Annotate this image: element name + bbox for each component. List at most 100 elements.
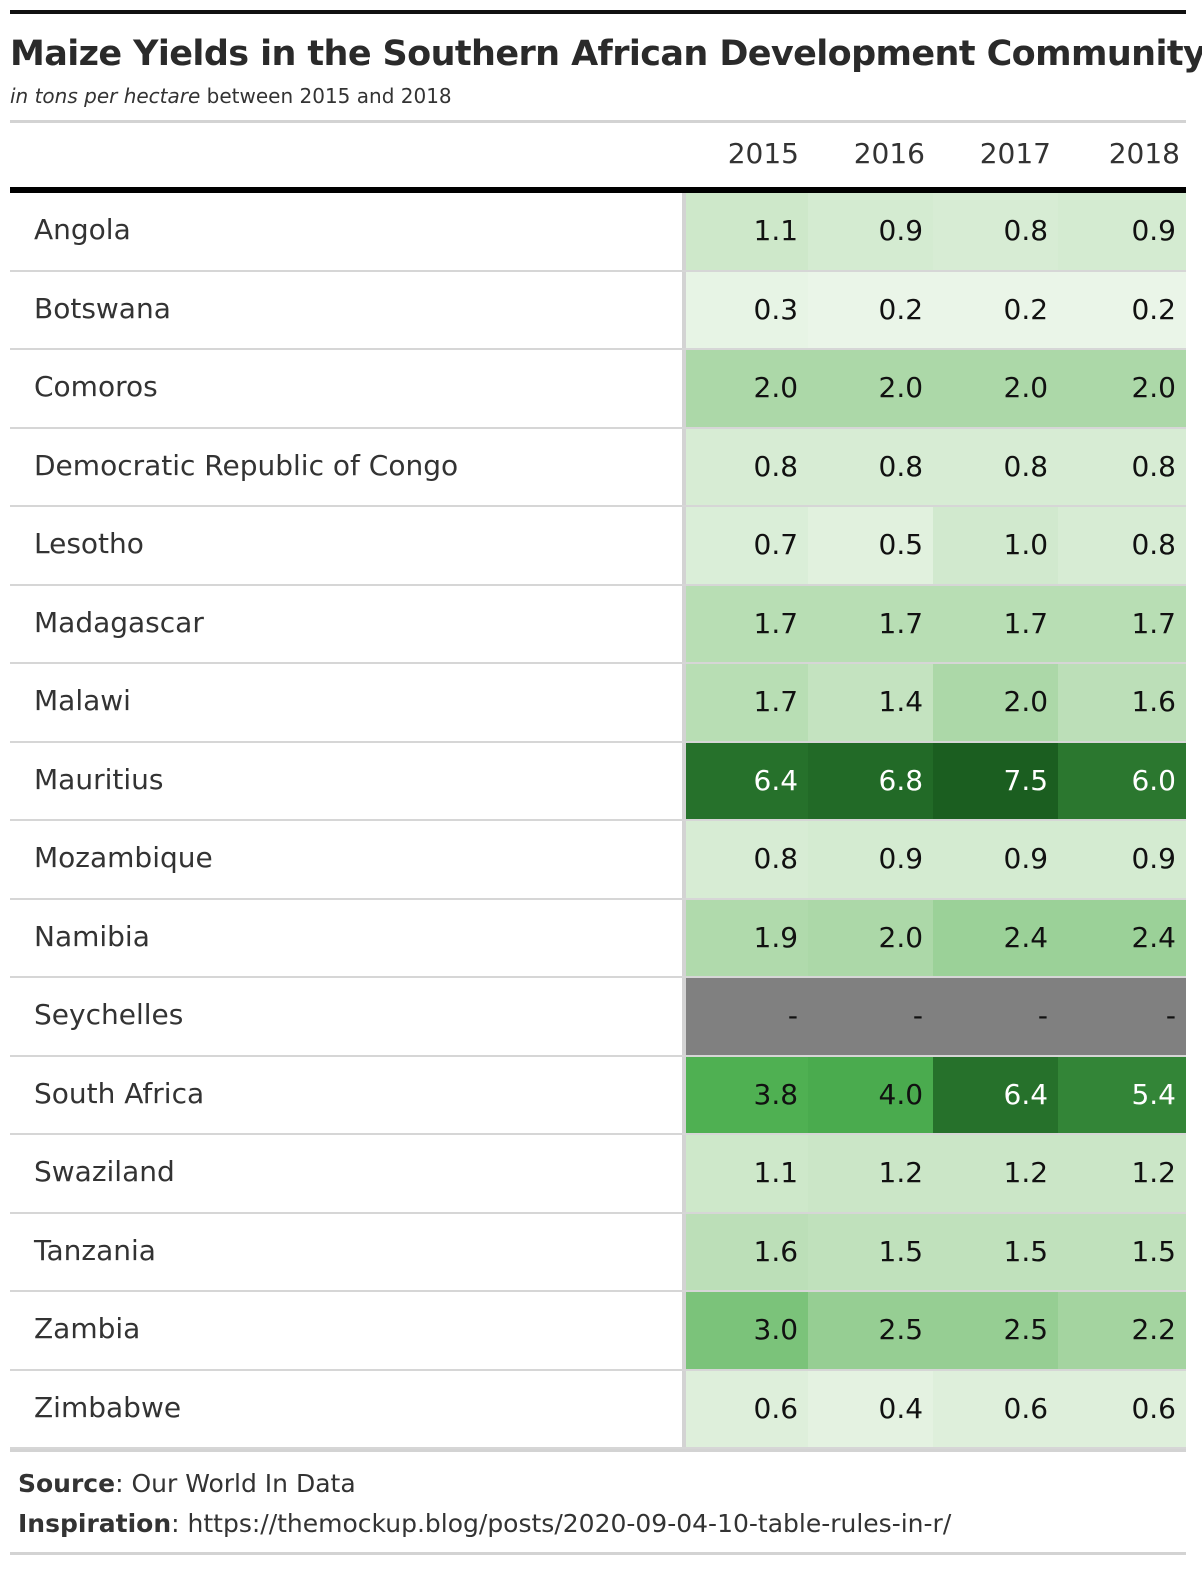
row-cells: 1.7 1.7 1.7 1.7	[682, 585, 1186, 662]
value-cell: 2.4	[933, 899, 1059, 976]
row-label: Namibia	[34, 919, 150, 953]
value-cell: 4.0	[808, 1056, 934, 1133]
value-cell: 0.9	[808, 821, 934, 898]
row-cells: 1.6 1.5 1.5 1.5	[682, 1213, 1186, 1290]
value-cell: 0.8	[686, 428, 809, 505]
table-row: Angola 1.1 0.9 0.8 0.9	[10, 193, 1186, 272]
table-subtitle: in tons per hectare between 2015 and 201…	[10, 82, 1186, 110]
value-cell: -	[686, 978, 809, 1055]
row-label: Swaziland	[34, 1155, 175, 1188]
row-label: Tanzania	[34, 1233, 156, 1267]
value-cell: 1.2	[808, 1135, 934, 1212]
subtitle-italic: in tons per hectare	[10, 84, 201, 108]
value-cell: 1.0	[933, 507, 1059, 584]
value-cell: 0.9	[933, 821, 1059, 898]
value-cell: 0.8	[808, 428, 934, 505]
value-cell: 2.5	[808, 1292, 934, 1369]
row-label: Botswana	[34, 291, 171, 325]
value-cell: 1.6	[1058, 664, 1186, 741]
value-cell: 0.8	[933, 193, 1059, 270]
table-row: Lesotho 0.7 0.5 1.0 0.8	[10, 507, 1186, 586]
row-label: Democratic Republic of Congo	[34, 448, 459, 482]
value-cell: 1.5	[808, 1213, 934, 1290]
table-row: Zambia 3.0 2.5 2.5 2.2	[10, 1292, 1186, 1371]
table-row: Botswana 0.3 0.2 0.2 0.2	[10, 271, 1186, 350]
column-header-2017: 2017	[979, 137, 1051, 170]
row-label: Seychelles	[34, 998, 184, 1031]
value-cell: 0.6	[933, 1370, 1059, 1447]
value-cell: -	[1058, 978, 1186, 1055]
row-cells: 0.8 0.8 0.8 0.8	[682, 428, 1186, 505]
value-cell: 2.4	[1058, 899, 1186, 976]
table-title: Maize Yields in the Southern African Dev…	[10, 34, 1202, 74]
value-cell: -	[808, 978, 934, 1055]
row-cells: 1.7 1.4 2.0 1.6	[682, 664, 1186, 741]
row-label: Mozambique	[34, 841, 213, 874]
value-cell: 1.5	[1058, 1213, 1186, 1290]
row-cells: 1.1 0.9 0.8 0.9	[682, 193, 1186, 270]
value-cell: 3.8	[686, 1056, 809, 1133]
value-cell: 2.0	[808, 350, 934, 427]
value-cell: 2.0	[808, 899, 934, 976]
row-cells: 1.1 1.2 1.2 1.2	[682, 1135, 1186, 1212]
value-cell: 0.6	[686, 1370, 809, 1447]
row-cells: 0.8 0.9 0.9 0.9	[682, 821, 1186, 898]
value-cell: 0.8	[686, 821, 809, 898]
subtitle-rule	[10, 120, 1186, 123]
column-header-2018: 2018	[1108, 137, 1180, 170]
row-cells: 2.0 2.0 2.0 2.0	[682, 350, 1186, 427]
value-cell: 1.2	[933, 1135, 1059, 1212]
value-cell: 0.4	[808, 1370, 934, 1447]
value-cell: 0.2	[933, 271, 1059, 348]
value-cell: 1.2	[1058, 1135, 1186, 1212]
row-cells: 3.0 2.5 2.5 2.2	[682, 1292, 1186, 1369]
value-cell: 0.5	[808, 507, 934, 584]
value-cell: 6.4	[686, 742, 809, 819]
value-cell: 1.4	[808, 664, 934, 741]
value-cell: 0.9	[1058, 193, 1186, 270]
value-cell: 2.0	[933, 350, 1059, 427]
table-row: Namibia 1.9 2.0 2.4 2.4	[10, 899, 1186, 978]
value-cell: 0.6	[1058, 1370, 1186, 1447]
value-cell: 1.7	[1058, 585, 1186, 662]
table-row: Seychelles - - - -	[10, 978, 1186, 1057]
value-cell: 6.0	[1058, 742, 1186, 819]
value-cell: 6.4	[933, 1056, 1059, 1133]
value-cell: 0.3	[686, 271, 809, 348]
table-row: Democratic Republic of Congo 0.8 0.8 0.8 0.8	[10, 428, 1186, 507]
row-cells: 6.4 6.8 7.5 6.0	[682, 742, 1186, 819]
table-row: Madagascar 1.7 1.7 1.7 1.7	[10, 585, 1186, 664]
value-cell: 0.2	[1058, 271, 1186, 348]
value-cell: 2.0	[686, 350, 809, 427]
row-cells: 0.3 0.2 0.2 0.2	[682, 271, 1186, 348]
top-rule	[10, 10, 1186, 14]
column-header-row: 2015 2016 2017 2018	[10, 123, 1186, 187]
row-label: Zambia	[34, 1312, 141, 1345]
value-cell: 1.1	[686, 193, 809, 270]
row-cells: 3.8 4.0 6.4 5.4	[682, 1056, 1186, 1133]
table-body: Angola 1.1 0.9 0.8 0.9 Botswana 0.3 0.2 0.2 0.2 Co…	[10, 193, 1186, 1449]
value-cell: 0.8	[933, 428, 1059, 505]
bottom-rule	[10, 1449, 1186, 1452]
table-figure: Maize Yields in the Southern African Dev…	[10, 10, 1202, 1555]
value-cell: 2.5	[933, 1292, 1059, 1369]
footer-rule	[10, 1552, 1186, 1555]
table-row: Swaziland 1.1 1.2 1.2 1.2	[10, 1135, 1186, 1214]
table-row: Comoros 2.0 2.0 2.0 2.0	[10, 350, 1186, 429]
row-label: Madagascar	[34, 605, 204, 639]
table-row: Mozambique 0.8 0.9 0.9 0.9	[10, 821, 1186, 900]
value-cell: 0.9	[1058, 821, 1186, 898]
row-label: South Africa	[34, 1076, 205, 1110]
value-cell: 3.0	[686, 1292, 809, 1369]
value-cell: 0.8	[1058, 507, 1186, 584]
row-label: Comoros	[34, 370, 158, 403]
value-cell: 1.7	[686, 585, 809, 662]
inspiration-text: : https://themockup.blog/posts/2020-09-0…	[171, 1509, 952, 1538]
table-row: Tanzania 1.6 1.5 1.5 1.5	[10, 1213, 1186, 1292]
table-row: Mauritius 6.4 6.8 7.5 6.0	[10, 742, 1186, 821]
row-label: Mauritius	[34, 762, 164, 796]
row-label: Zimbabwe	[34, 1390, 182, 1424]
value-cell: 2.0	[1058, 350, 1186, 427]
value-cell: 5.4	[1058, 1056, 1186, 1133]
value-cell: 0.8	[1058, 428, 1186, 505]
